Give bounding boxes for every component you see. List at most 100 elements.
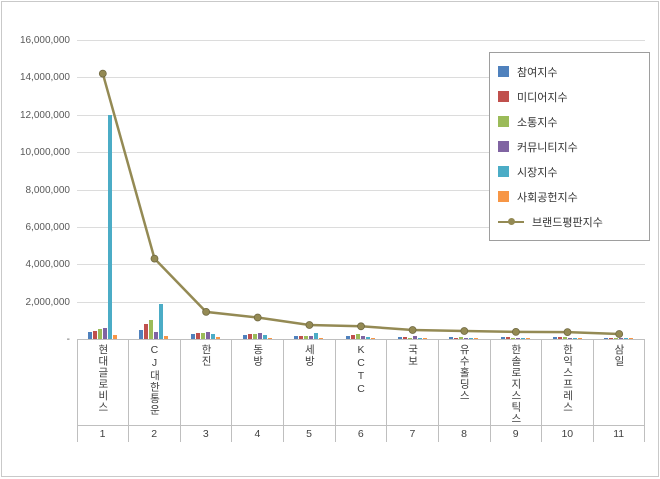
category-label: CJ대한통운 bbox=[148, 344, 161, 416]
y-tick-label: 8,000,000 bbox=[25, 184, 71, 196]
bar-미디어지수 bbox=[196, 333, 200, 339]
category-cell: 국보 7 bbox=[386, 339, 439, 442]
bar-미디어지수 bbox=[351, 335, 355, 339]
bar-참여지수 bbox=[191, 334, 195, 339]
category-label: 현대글로비스 bbox=[96, 344, 109, 413]
category-cell: CJ대한통운 2 bbox=[128, 339, 181, 442]
legend-item: 브랜드평판지수 bbox=[498, 209, 641, 234]
bar-커뮤니티지수 bbox=[361, 336, 365, 339]
line-marker bbox=[98, 69, 107, 78]
gridline bbox=[77, 152, 645, 153]
bar-커뮤니티지수 bbox=[568, 338, 572, 339]
bar-참여지수 bbox=[294, 336, 298, 339]
bar-사회공헌지수 bbox=[578, 338, 582, 339]
bar-사회공헌지수 bbox=[216, 337, 220, 339]
bar-참여지수 bbox=[398, 337, 402, 339]
line-marker bbox=[150, 254, 159, 263]
x-axis-line bbox=[77, 339, 645, 340]
bar-시장지수 bbox=[314, 333, 318, 339]
bar-미디어지수 bbox=[454, 338, 458, 339]
bar-미디어지수 bbox=[248, 334, 252, 339]
legend-item: 미디어지수 bbox=[498, 84, 641, 109]
gridline bbox=[77, 77, 645, 78]
bar-시장지수 bbox=[263, 335, 267, 339]
legend-label: 브랜드평판지수 bbox=[532, 216, 603, 229]
bar-커뮤니티지수 bbox=[309, 336, 313, 339]
bar-시장지수 bbox=[573, 338, 577, 339]
rank-label: 3 bbox=[180, 425, 232, 442]
bar-미디어지수 bbox=[403, 337, 407, 339]
legend-label: 미디어지수 bbox=[517, 91, 568, 104]
legend-color-swatch bbox=[498, 66, 509, 77]
plot-area bbox=[77, 40, 645, 340]
legend-label: 커뮤니티지수 bbox=[517, 141, 578, 154]
legend-item: 커뮤니티지수 bbox=[498, 134, 641, 159]
category-cell: 한익스프레스 10 bbox=[541, 339, 594, 442]
rank-label: 9 bbox=[490, 425, 542, 442]
bar-커뮤니티지수 bbox=[206, 332, 210, 339]
bar-참여지수 bbox=[553, 337, 557, 339]
gridline bbox=[77, 264, 645, 265]
bar-소통지수 bbox=[201, 333, 205, 339]
legend-line-swatch bbox=[498, 216, 524, 227]
rank-label: 6 bbox=[335, 425, 387, 442]
bar-커뮤니티지수 bbox=[154, 332, 158, 339]
bar-커뮤니티지수 bbox=[516, 338, 520, 339]
bar-소통지수 bbox=[563, 337, 567, 339]
bar-미디어지수 bbox=[299, 336, 303, 339]
line-marker bbox=[563, 328, 572, 337]
bar-커뮤니티지수 bbox=[258, 333, 262, 339]
legend-color-swatch bbox=[498, 141, 509, 152]
y-tick-label: 14,000,000 bbox=[19, 72, 70, 84]
line-marker bbox=[357, 322, 365, 331]
line-marker bbox=[408, 326, 417, 334]
gridline bbox=[77, 302, 645, 303]
bar-소통지수 bbox=[253, 334, 257, 339]
legend-label: 사회공헌지수 bbox=[517, 191, 578, 204]
bar-참여지수 bbox=[139, 330, 143, 339]
bar-미디어지수 bbox=[144, 324, 148, 339]
legend-item: 사회공헌지수 bbox=[498, 184, 641, 209]
bar-시장지수 bbox=[418, 338, 422, 339]
bar-소통지수 bbox=[98, 329, 102, 339]
legend-color-swatch bbox=[498, 91, 509, 102]
legend-item: 참여지수 bbox=[498, 59, 641, 84]
bar-참여지수 bbox=[346, 336, 350, 339]
line-marker bbox=[202, 307, 211, 316]
bar-시장지수 bbox=[624, 338, 628, 339]
legend-item: 시장지수 bbox=[498, 159, 641, 184]
bar-사회공헌지수 bbox=[371, 338, 375, 339]
bar-미디어지수 bbox=[558, 337, 562, 339]
category-cell: 세방 5 bbox=[283, 339, 336, 442]
bar-사회공헌지수 bbox=[526, 338, 530, 339]
bar-소통지수 bbox=[459, 337, 463, 339]
legend-label: 참여지수 bbox=[517, 66, 558, 79]
gridline bbox=[77, 227, 645, 228]
bar-미디어지수 bbox=[609, 338, 613, 339]
line-marker bbox=[460, 327, 469, 335]
bar-커뮤니티지수 bbox=[103, 328, 107, 339]
bar-시장지수 bbox=[211, 334, 215, 339]
bar-시장지수 bbox=[159, 304, 163, 339]
rank-label: 10 bbox=[541, 425, 593, 442]
legend-label: 소통지수 bbox=[517, 116, 558, 129]
x-axis-left-edge bbox=[77, 339, 78, 442]
category-cell: 유수홀딩스 8 bbox=[438, 339, 491, 442]
category-label: 한진 bbox=[200, 344, 213, 367]
rank-label: 11 bbox=[593, 425, 644, 442]
bar-소통지수 bbox=[304, 336, 308, 339]
y-tick-label: - bbox=[66, 334, 70, 345]
bar-사회공헌지수 bbox=[474, 338, 478, 339]
category-cell: 삼일 11 bbox=[593, 339, 645, 442]
rank-label: 2 bbox=[128, 425, 180, 442]
legend-color-swatch bbox=[498, 116, 509, 127]
gridline bbox=[77, 40, 645, 41]
bar-참여지수 bbox=[501, 337, 505, 339]
y-tick-label: 10,000,000 bbox=[19, 147, 70, 159]
line-marker bbox=[253, 313, 262, 322]
legend-color-swatch bbox=[498, 166, 509, 177]
legend-item: 소통지수 bbox=[498, 109, 641, 134]
bar-참여지수 bbox=[243, 335, 247, 339]
